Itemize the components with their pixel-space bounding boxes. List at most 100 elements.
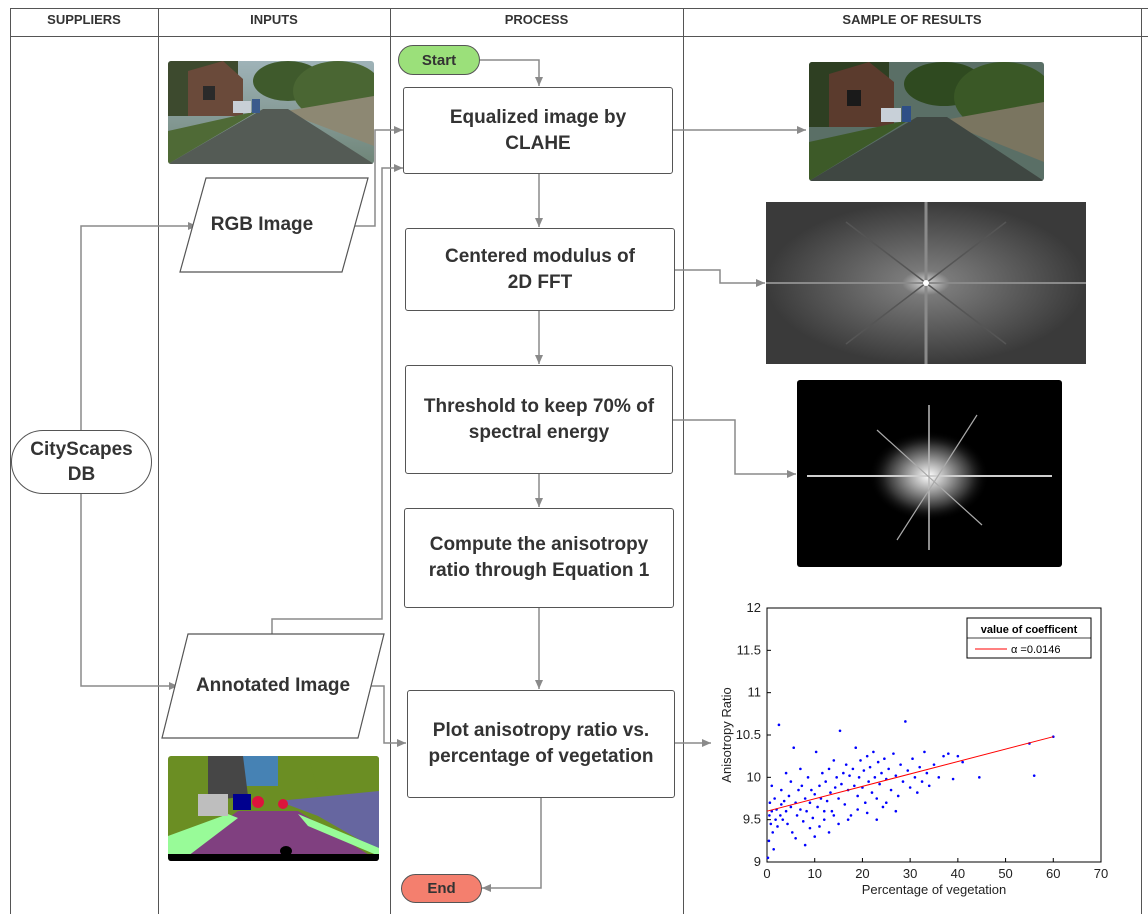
anisotropy-scatter-chart: 0 10 20 30 40 50 60 70 9 9.5 10 10.5 11 11.5 12 Percent… — [711, 582, 1141, 909]
scatter-point — [818, 825, 821, 828]
scatter-point — [767, 839, 771, 843]
scatter-point — [1032, 774, 1036, 777]
scatter-point — [856, 808, 859, 811]
scatter-point — [780, 803, 783, 806]
scatter-point — [827, 767, 831, 771]
scatter-point — [808, 801, 812, 805]
scatter-point — [803, 797, 807, 800]
lane-divider — [1141, 8, 1142, 914]
scatter-point — [883, 757, 886, 761]
rgb-image-label: RGB Image — [210, 214, 314, 235]
scatter-point — [865, 754, 869, 758]
scatter-point — [942, 754, 945, 758]
scatter-point — [832, 759, 836, 762]
y-tick-label: 10 — [747, 769, 761, 784]
scatter-point — [951, 777, 955, 781]
scatter-point — [813, 792, 817, 796]
fit-line — [766, 736, 1054, 812]
scatter-point — [854, 746, 858, 749]
x-axis-label: Percentage of vegetation — [862, 882, 1007, 897]
scatter-point — [859, 759, 862, 762]
step-clahe-line1: Equalized image by — [449, 106, 627, 128]
scatter-point — [822, 818, 826, 821]
scatter-point — [773, 797, 776, 800]
connector-arrow — [673, 419, 796, 478]
y-tick-label: 9 — [754, 854, 761, 869]
scatter-point — [777, 723, 781, 727]
scatter-point — [794, 836, 797, 840]
scatter-point — [904, 720, 907, 723]
scatter-point — [901, 780, 905, 783]
header-top-border — [10, 8, 1148, 9]
scatter-point — [821, 771, 824, 775]
scatter-point — [927, 784, 931, 788]
scatter-point — [782, 799, 786, 803]
scatter-point — [784, 809, 788, 813]
scatter-point — [863, 801, 867, 805]
step-threshold-line1: Threshold to keep 70% of — [423, 395, 655, 417]
scatter-point — [824, 780, 827, 783]
scatter-point — [920, 780, 924, 783]
scatter-point — [878, 782, 881, 786]
scatter-point — [916, 791, 919, 794]
scatter-point — [849, 814, 853, 817]
scatter-point — [790, 831, 794, 834]
annotated-segmentation-image — [168, 756, 379, 861]
x-tick-label: 0 — [763, 866, 770, 881]
column-header-results: SAMPLE OF RESULTS — [842, 12, 982, 27]
scatter-point — [937, 776, 941, 779]
scatter-point — [810, 788, 813, 792]
scatter-point — [889, 788, 893, 792]
connector-arrow — [480, 59, 543, 86]
scatter-point — [876, 760, 880, 764]
scatter-point — [838, 729, 842, 733]
scatter-point — [842, 771, 845, 775]
scatter-point — [923, 750, 926, 754]
scatter-point — [840, 782, 843, 786]
scatter-point — [827, 831, 831, 834]
x-tick-label: 30 — [903, 866, 917, 881]
column-header-inputs: INPUTS — [250, 12, 298, 27]
connector-arrow — [482, 798, 542, 892]
scatter-point — [894, 809, 898, 813]
step-fft: Centered modulus of 2D FFT — [405, 228, 675, 311]
scatter-point — [908, 786, 912, 789]
end-terminal: End — [401, 874, 482, 903]
connector-arrow — [368, 685, 406, 747]
lane-divider — [683, 8, 684, 914]
connector-arrow — [80, 222, 197, 430]
scatter-point — [800, 784, 804, 788]
scatter-point — [784, 771, 788, 775]
connector-arrow — [271, 164, 403, 634]
lane-divider — [158, 8, 159, 914]
scatter-point — [846, 818, 850, 821]
y-tick-label: 11.5 — [737, 642, 761, 657]
scatter-point — [811, 816, 815, 820]
scatter-point — [769, 822, 773, 826]
scatter-point — [856, 794, 859, 798]
step-clahe-line2: CLAHE — [505, 132, 571, 154]
scatter-point — [956, 754, 960, 758]
step-plot: Plot anisotropy ratio vs. percentage of v… — [407, 690, 675, 798]
step-fft-line2: 2D FFT — [507, 271, 573, 293]
scatter-point — [776, 825, 779, 828]
x-tick-label: 20 — [855, 866, 869, 881]
scatter-point — [771, 831, 775, 834]
scatter-point — [768, 801, 772, 805]
fft-spectrum-image — [766, 202, 1086, 364]
x-tick-label: 40 — [951, 866, 965, 881]
scatter-point — [848, 774, 851, 777]
step-anisotropy-line2: ratio through Equation 1 — [428, 560, 650, 581]
scatter-point — [913, 776, 917, 779]
y-tick-label: 11 — [748, 685, 762, 700]
scatter-point — [894, 774, 898, 777]
scatter-point — [780, 788, 783, 792]
scatter-point — [806, 776, 810, 779]
threshold-spectrum-image — [797, 380, 1062, 567]
scatter-point — [830, 809, 834, 813]
annotated-image-label: Annotated Image — [195, 675, 351, 696]
scatter-point — [795, 814, 799, 817]
column-header-suppliers: SUPPLIERS — [47, 12, 121, 27]
scatter-point — [792, 746, 796, 749]
